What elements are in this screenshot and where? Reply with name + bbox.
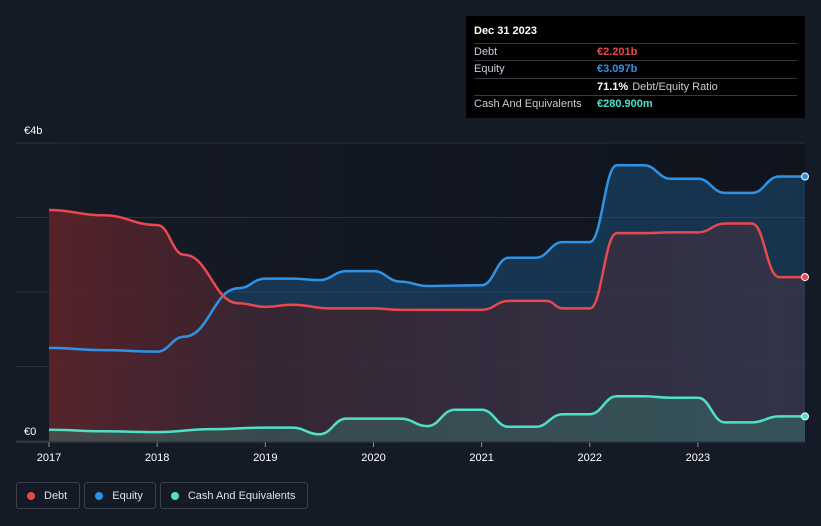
tooltip-value: €2.201b <box>597 45 638 58</box>
tooltip-extra: Debt/Equity Ratio <box>632 80 718 93</box>
legend-item-debt[interactable]: Debt <box>16 482 81 509</box>
cash-and-equivalents-line <box>48 395 805 436</box>
legend-item-equity[interactable]: Equity <box>84 482 156 509</box>
series-end-markers <box>801 172 809 421</box>
equity-end-point <box>801 172 809 181</box>
y-tick-label: €0 <box>24 426 36 438</box>
legend: Debt Equity Cash And Equivalents <box>16 482 309 509</box>
tooltip-date: Dec 31 2023 <box>474 25 537 37</box>
tooltip: Dec 31 2023 Debt €2.201b Equity €3.097b … <box>466 16 805 118</box>
debt-line <box>48 208 805 312</box>
x-tick-label: 2022 <box>578 452 602 464</box>
tooltip-row-ratio: 71.1% Debt/Equity Ratio <box>474 77 797 95</box>
tooltip-value: 71.1% <box>597 80 629 93</box>
legend-label: Debt <box>44 489 68 502</box>
tooltip-label: Debt <box>474 45 498 58</box>
legend-dot-icon <box>95 491 104 500</box>
tooltip-row-equity: Equity €3.097b <box>474 60 797 77</box>
x-tick-label: 2017 <box>37 452 61 464</box>
series-lines <box>48 164 805 436</box>
cash-and-equivalents-area <box>49 396 805 441</box>
debt-end-point <box>801 273 809 282</box>
cash-and-equivalents-end-point <box>801 412 809 421</box>
legend-label: Equity <box>112 489 143 502</box>
x-tick-label: 2021 <box>469 452 493 464</box>
tooltip-label: Equity <box>474 63 505 75</box>
x-tick-label: 2020 <box>361 452 385 464</box>
axis-labels: €0 €4b 2017 2018 2019 2020 2021 2022 2023 <box>16 125 805 464</box>
y-tick-label: €4b <box>24 125 42 137</box>
tooltip-value: €3.097b <box>597 63 638 75</box>
equity-line <box>48 164 805 353</box>
legend-label: Cash And Equivalents <box>187 489 296 502</box>
legend-item-cash[interactable]: Cash And Equivalents <box>159 482 309 509</box>
x-tick-label: 2018 <box>145 452 169 464</box>
tooltip-value: €280.900m <box>597 98 653 110</box>
tooltip-row-cash: Cash And Equivalents €280.900m <box>474 95 797 112</box>
tooltip-label: Cash And Equivalents <box>474 98 582 110</box>
legend-dot-icon <box>170 491 179 500</box>
debt-area <box>49 210 805 441</box>
tooltip-row-debt: Debt €2.201b <box>474 42 797 60</box>
legend-dot-icon <box>27 491 35 500</box>
x-tick-label: 2023 <box>686 452 710 464</box>
x-tick-label: 2019 <box>253 452 277 464</box>
